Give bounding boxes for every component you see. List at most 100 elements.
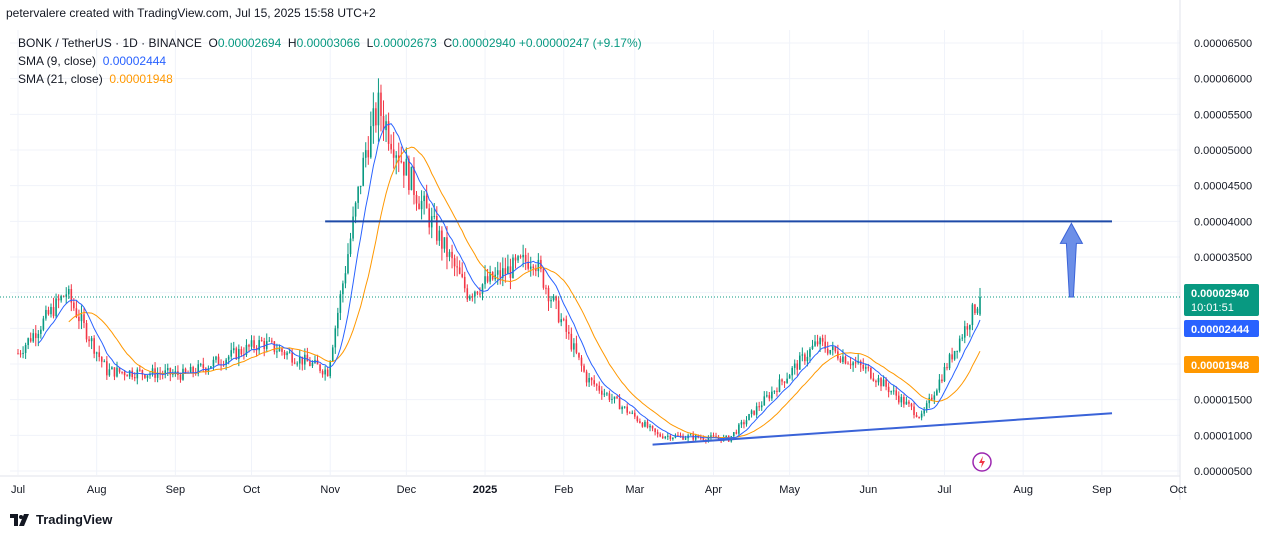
candle-body [621,407,623,410]
y-tick-label: 0.00000500 [1194,466,1252,478]
candle-body [469,296,471,300]
candle-body [702,437,705,440]
candle-body [370,126,372,158]
candle-body [580,357,583,366]
sma21-row: SMA (21, close) 0.00001948 [18,70,642,88]
candle-body [288,352,291,354]
candle-body [260,340,263,342]
candle-body [872,378,875,381]
candle-body [969,324,971,330]
y-tick-label: 0.00006500 [1194,38,1252,50]
candle-body [527,261,529,269]
candle-body [611,398,613,400]
candle-body [816,341,819,345]
candle-body [826,348,829,354]
x-tick-label: Dec [397,484,417,496]
candle-body [395,155,398,158]
candle-body [672,437,674,440]
candle-body [725,435,727,437]
candle-body [613,396,616,399]
candle-body [545,287,547,289]
candle-body [463,276,466,289]
candle-body [915,415,918,417]
change-value: +0.00000247 (+9.17%) [518,36,642,50]
candle-body [565,319,568,332]
candle-body [776,390,778,392]
candle-body [811,345,814,350]
candle-body [859,361,862,365]
candle-body [684,438,687,440]
candle-body [791,367,793,376]
x-tick-label: 2025 [473,484,497,496]
candle-body [958,338,961,351]
close-label: C [443,36,453,50]
candle-body [661,436,664,439]
candle-body [626,406,628,413]
candle-body [344,273,347,284]
candle-body [268,340,271,342]
candle-body [40,329,42,334]
candle-body [760,405,763,408]
candle-body [786,378,788,383]
candle-body [37,333,40,339]
candle-body [199,364,202,366]
candle-body [316,359,319,365]
close-value: 0.00002940 [452,36,516,50]
candle-body [263,340,266,349]
candle-body [83,314,85,323]
candle-body [364,150,367,158]
candle-body [740,422,743,425]
candle-body [441,230,443,249]
candle-body [326,369,329,377]
candle-body [951,354,953,360]
candle-body [603,393,606,395]
candle-body [732,432,735,437]
candle-body [47,309,50,315]
candle-body [415,194,418,204]
candle-body [745,420,748,425]
candle-body [410,166,413,191]
candle-body [45,309,47,319]
low-label: L [366,36,374,50]
sma9-label: SMA (9, close) [18,54,97,68]
price-chart[interactable]: 0.00006500 0.00006000 0.00005500 0.00005000… [0,0,1281,510]
candle-body [108,369,111,376]
candle-body [156,373,159,378]
candle-body [27,338,29,346]
candle-body [798,355,801,370]
candle-body [67,289,70,295]
x-tick-label: May [779,484,800,496]
candle-body [890,391,892,393]
candle-body [748,414,750,421]
candle-body [298,356,301,364]
candle-body [283,351,286,356]
x-tick-label: Mar [625,484,644,496]
candle-body [768,395,771,399]
candle-body [451,251,453,259]
candle-body [689,434,692,436]
candle-body [225,359,227,365]
candle-body [250,340,253,347]
candle-body [42,318,45,330]
candle-body [118,367,121,372]
candle-body [956,350,958,352]
tradingview-icon [10,513,29,526]
candle-body [821,338,824,342]
candle-body [202,364,205,369]
candle-body [867,367,870,369]
candle-body [126,375,128,377]
candle-body [337,312,339,329]
candle-body [98,352,101,358]
candle-body [141,370,144,375]
candle-body [111,367,113,370]
candle-body [359,185,362,187]
candle-body [70,289,73,303]
candle-body [339,294,342,313]
candle-body [961,337,964,339]
candle-body [276,351,278,353]
candle-body [78,316,80,322]
sma21-value: 0.00001948 [109,72,173,86]
candle-body [771,391,773,399]
candle-body [583,365,585,372]
candle-body [438,230,441,241]
